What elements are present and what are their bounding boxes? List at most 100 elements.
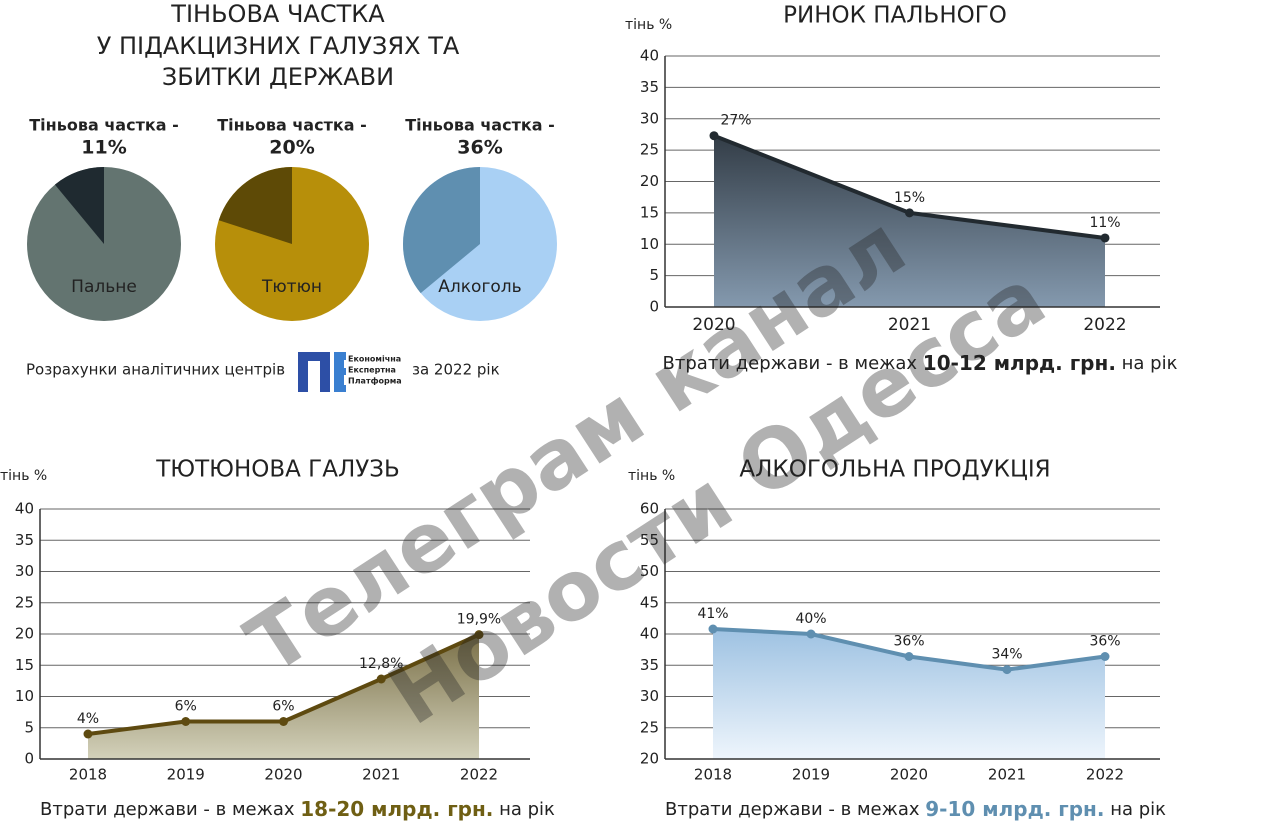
pie-category: Тютюн	[261, 277, 322, 297]
area-fill	[88, 634, 479, 759]
area-fill	[714, 135, 1105, 307]
value-label: 27%	[720, 113, 751, 129]
point	[83, 729, 93, 739]
value-label: 6%	[175, 699, 197, 715]
value-label: 12,8%	[359, 656, 403, 672]
y-tick-label: 30	[15, 562, 34, 580]
area-fill	[713, 629, 1105, 759]
point	[1100, 652, 1110, 661]
value-label: 6%	[272, 699, 294, 715]
y-tick-label: 40	[640, 625, 659, 643]
value-label: 4%	[77, 711, 99, 727]
y-tick-label: 20	[640, 172, 659, 190]
y-tick-label: 40	[15, 500, 34, 518]
chart-title: РИНОК ПАЛЬНОГО	[783, 3, 1007, 29]
value-label: 36%	[893, 634, 924, 650]
value-label: 34%	[991, 647, 1022, 663]
y-axis-label: тінь %	[625, 17, 672, 33]
value-label: 41%	[697, 606, 728, 622]
y-axis-label: тінь %	[628, 468, 675, 484]
main-title: У ПІДАКЦИЗНИХ ГАЛУЗЯХ ТА	[97, 32, 460, 60]
value-label: 19,9%	[457, 612, 501, 628]
point	[474, 630, 484, 640]
y-tick-label: 60	[640, 500, 659, 518]
main-title: ТІНЬОВА ЧАСТКА	[170, 0, 385, 28]
y-tick-label: 45	[640, 593, 659, 611]
y-tick-label: 25	[15, 593, 34, 611]
point	[279, 717, 288, 726]
pie-title: Тіньова частка -	[405, 116, 554, 135]
y-tick-label: 15	[640, 203, 659, 221]
y-tick-label: 20	[640, 750, 659, 768]
chart-title: ТЮТЮНОВА ГАЛУЗЬ	[155, 457, 400, 483]
footnote: Втрати держави - в межах 10-12 млрд. грн…	[663, 351, 1178, 375]
pie-value-label: 11%	[81, 137, 126, 159]
pie-title: Тіньова частка -	[217, 116, 366, 135]
y-tick-label: 35	[15, 531, 34, 549]
source-org: Економічна	[348, 354, 401, 364]
pie-value-label: 20%	[269, 137, 314, 159]
x-tick-label: 2020	[692, 315, 735, 335]
point	[709, 131, 719, 141]
y-axis-label: тінь %	[0, 468, 47, 484]
footnote-part: Втрати держави - в межах	[40, 799, 300, 820]
point	[1002, 665, 1012, 675]
value-label: 15%	[894, 190, 925, 206]
footnote-part: Втрати держави - в межах	[663, 353, 923, 374]
x-tick-label: 2020	[890, 766, 928, 784]
y-tick-label: 0	[24, 750, 34, 768]
point	[1100, 233, 1110, 243]
y-tick-label: 0	[649, 298, 659, 316]
y-tick-label: 15	[15, 656, 34, 674]
source-year: за 2022 рік	[412, 361, 500, 379]
x-tick-label: 2021	[362, 766, 400, 784]
x-tick-label: 2021	[988, 766, 1026, 784]
value-label: 40%	[795, 611, 826, 627]
footnote-part: Втрати держави - в межах	[665, 799, 925, 820]
value-label: 11%	[1089, 215, 1120, 231]
x-tick-label: 2019	[792, 766, 830, 784]
x-tick-label: 2022	[460, 766, 498, 784]
point	[708, 624, 718, 634]
y-tick-label: 25	[640, 718, 659, 736]
y-tick-label: 25	[640, 141, 659, 159]
x-tick-label: 2020	[264, 766, 302, 784]
footnote-part: 9-10 млрд. грн.	[925, 797, 1104, 821]
y-tick-label: 5	[649, 266, 659, 284]
y-tick-label: 30	[640, 109, 659, 127]
y-tick-label: 5	[24, 718, 34, 736]
point	[181, 717, 191, 726]
y-tick-label: 35	[640, 78, 659, 96]
pie-slice	[218, 167, 292, 244]
y-tick-label: 50	[640, 562, 659, 580]
y-tick-label: 30	[640, 687, 659, 705]
footnote: Втрати держави - в межах 18-20 млрд. грн…	[40, 797, 555, 821]
footnote-part: на рік	[493, 799, 555, 820]
footnote-part: на рік	[1116, 353, 1178, 374]
pie-title: Тіньова частка -	[29, 116, 178, 135]
x-tick-label: 2022	[1086, 766, 1124, 784]
footnote-part: 10-12 млрд. грн.	[923, 351, 1116, 375]
source-org: Платформа	[348, 377, 402, 386]
pie-slice	[54, 167, 104, 244]
value-label: 36%	[1089, 634, 1120, 650]
y-tick-label: 10	[640, 235, 659, 253]
point	[904, 652, 914, 661]
pie-category: Пальне	[71, 277, 137, 297]
x-tick-label: 2019	[167, 766, 205, 784]
y-tick-label: 20	[15, 625, 34, 643]
y-tick-label: 55	[640, 531, 659, 549]
point	[806, 629, 816, 639]
point	[376, 674, 386, 684]
x-tick-label: 2022	[1083, 315, 1126, 335]
footnote-part: на рік	[1104, 799, 1166, 820]
footnote: Втрати держави - в межах 9-10 млрд. грн.…	[665, 797, 1166, 821]
y-tick-label: 35	[640, 656, 659, 674]
pie-slice	[403, 167, 480, 294]
x-tick-label: 2018	[694, 766, 732, 784]
source: Розрахунки аналітичних центрів	[26, 361, 285, 379]
y-tick-label: 10	[15, 687, 34, 705]
x-tick-label: 2021	[888, 315, 931, 335]
x-tick-label: 2018	[69, 766, 107, 784]
